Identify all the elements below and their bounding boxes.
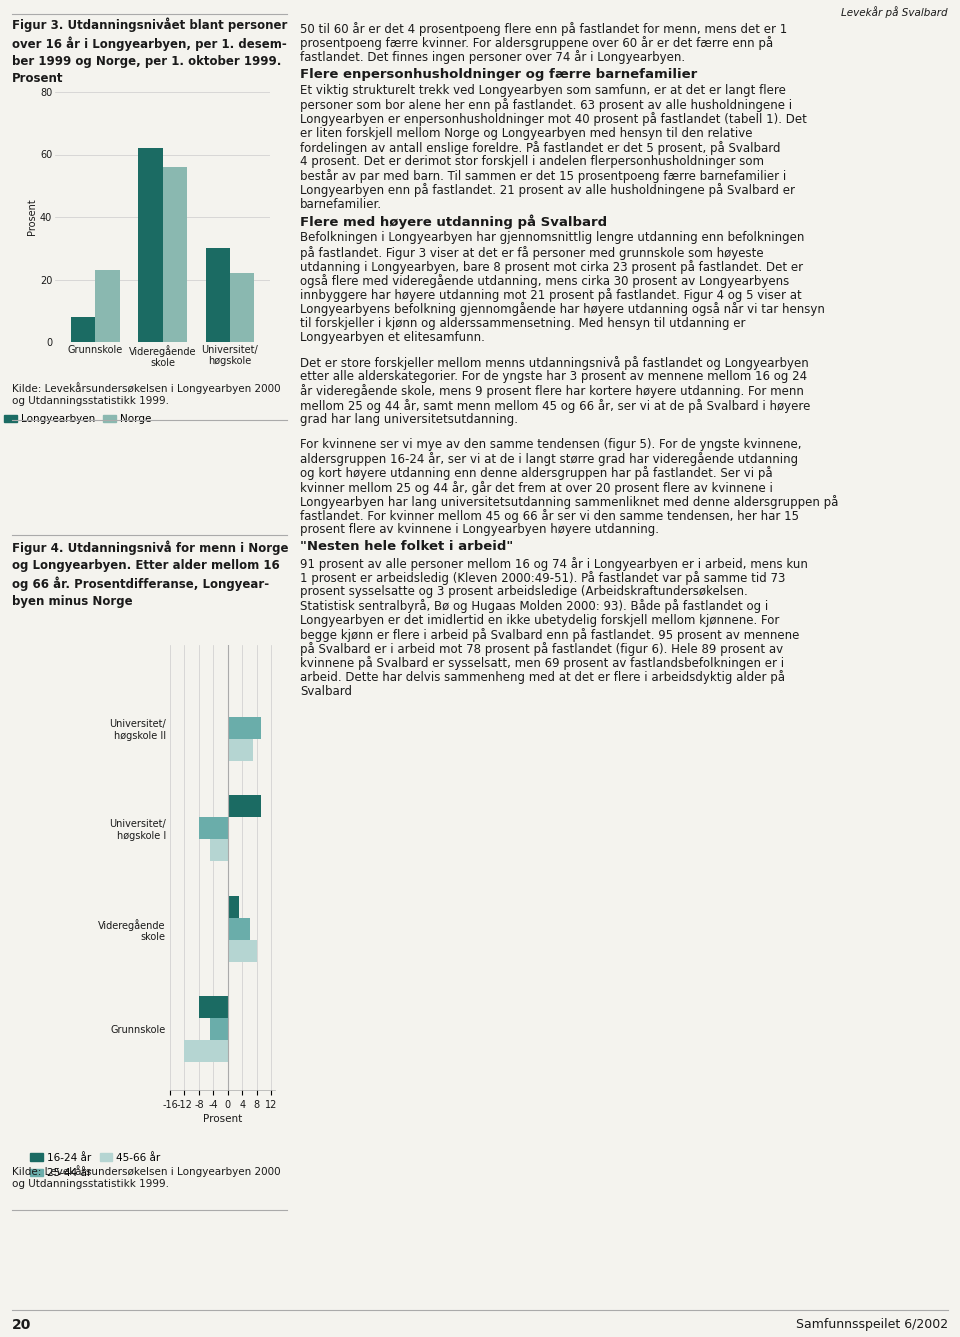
Text: "Nesten hele folket i arbeid": "Nesten hele folket i arbeid" bbox=[300, 540, 514, 554]
Text: Det er store forskjeller mellom menns utdanningsnivå på fastlandet og Longyearby: Det er store forskjeller mellom menns ut… bbox=[300, 356, 808, 370]
Text: Kilde: Levekårsundersøkelsen i Longyearbyen 2000
og Utdanningsstatistikk 1999.: Kilde: Levekårsundersøkelsen i Longyearb… bbox=[12, 1165, 280, 1190]
Text: grad har lang universitetsutdanning.: grad har lang universitetsutdanning. bbox=[300, 413, 518, 425]
Text: er liten forskjell mellom Norge og Longyearbyen med hensyn til den relative: er liten forskjell mellom Norge og Longy… bbox=[300, 127, 753, 139]
Text: består av par med barn. Til sammen er det 15 prosentpoeng færre barnefamilier i: består av par med barn. Til sammen er de… bbox=[300, 170, 786, 183]
Text: 91 prosent av alle personer mellom 16 og 74 år i Longyearbyen er i arbeid, mens : 91 prosent av alle personer mellom 16 og… bbox=[300, 558, 808, 571]
Text: Svalbard: Svalbard bbox=[300, 685, 352, 698]
Text: barnefamilier.: barnefamilier. bbox=[300, 198, 382, 211]
Bar bbox=[210, 840, 228, 861]
Text: 50 til 60 år er det 4 prosentpoeng flere enn på fastlandet for menn, mens det er: 50 til 60 år er det 4 prosentpoeng flere… bbox=[300, 21, 787, 36]
Bar bbox=[199, 817, 228, 840]
Text: arbeid. Dette har delvis sammenheng med at det er flere i arbeidsdyktig alder på: arbeid. Dette har delvis sammenheng med … bbox=[300, 670, 785, 685]
Text: Longyearbyens befolkning gjennomgående har høyere utdanning også når vi tar hens: Longyearbyens befolkning gjennomgående h… bbox=[300, 302, 825, 317]
Text: fastlandet. For kvinner mellom 45 og 66 år ser vi den samme tendensen, her har 1: fastlandet. For kvinner mellom 45 og 66 … bbox=[300, 509, 799, 523]
Text: prosent sysselsatte og 3 prosent arbeidsledige (Arbeidskraftundersøkelsen.: prosent sysselsatte og 3 prosent arbeids… bbox=[300, 586, 748, 598]
Text: For kvinnene ser vi mye av den samme tendensen (figur 5). For de yngste kvinnene: For kvinnene ser vi mye av den samme ten… bbox=[300, 439, 802, 451]
Text: kvinner mellom 25 og 44 år, går det frem at over 20 prosent flere av kvinnene i: kvinner mellom 25 og 44 år, går det frem… bbox=[300, 480, 773, 495]
Text: utdanning i Longyearbyen, bare 8 prosent mot cirka 23 prosent på fastlandet. Det: utdanning i Longyearbyen, bare 8 prosent… bbox=[300, 259, 804, 274]
Bar bbox=[228, 717, 260, 739]
Bar bbox=[138, 148, 162, 342]
Text: til forskjeller i kjønn og alderssammensetning. Med hensyn til utdanning er: til forskjeller i kjønn og alderssammens… bbox=[300, 317, 746, 330]
Text: fastlandet. Det finnes ingen personer over 74 år i Longyearbyen.: fastlandet. Det finnes ingen personer ov… bbox=[300, 51, 685, 64]
Bar bbox=[228, 940, 257, 961]
Text: Longyearbyen et elitesamfunn.: Longyearbyen et elitesamfunn. bbox=[300, 330, 485, 344]
Bar bbox=[229, 273, 253, 342]
Text: 4 prosent. Det er derimot stor forskjell i andelen flerpersonhusholdninger som: 4 prosent. Det er derimot stor forskjell… bbox=[300, 155, 764, 168]
Text: Longyearbyen enn på fastlandet. 21 prosent av alle husholdningene på Svalbard er: Longyearbyen enn på fastlandet. 21 prose… bbox=[300, 183, 795, 198]
Text: innbyggere har høyere utdanning mot 21 prosent på fastlandet. Figur 4 og 5 viser: innbyggere har høyere utdanning mot 21 p… bbox=[300, 289, 802, 302]
Text: begge kjønn er flere i arbeid på Svalbard enn på fastlandet. 95 prosent av menne: begge kjønn er flere i arbeid på Svalbar… bbox=[300, 628, 800, 642]
Text: Flere enpersonhusholdninger og færre barnefamilier: Flere enpersonhusholdninger og færre bar… bbox=[300, 68, 697, 80]
Text: Et viktig strukturelt trekk ved Longyearbyen som samfunn, er at det er langt fle: Et viktig strukturelt trekk ved Longyear… bbox=[300, 84, 786, 98]
Text: Figur 4. Utdanningsnivå for menn i Norge
og Longyearbyen. Etter alder mellom 16
: Figur 4. Utdanningsnivå for menn i Norge… bbox=[12, 540, 289, 608]
Text: Statistisk sentralbyrå, Bø og Hugaas Molden 2000: 93). Både på fastlandet og i: Statistisk sentralbyrå, Bø og Hugaas Mol… bbox=[300, 599, 768, 614]
Text: Longyearbyen er det imidlertid en ikke ubetydelig forskjell mellom kjønnene. For: Longyearbyen er det imidlertid en ikke u… bbox=[300, 614, 780, 627]
Text: Samfunnsspeilet 6/2002: Samfunnsspeilet 6/2002 bbox=[796, 1318, 948, 1332]
Text: år videregående skole, mens 9 prosent flere har kortere høyere utdanning. For me: år videregående skole, mens 9 prosent fl… bbox=[300, 385, 804, 398]
Bar bbox=[210, 1017, 228, 1040]
Text: Figur 3. Utdanningsnivået blant personer
over 16 år i Longyearbyen, per 1. desem: Figur 3. Utdanningsnivået blant personer… bbox=[12, 17, 287, 84]
Y-axis label: Prosent: Prosent bbox=[27, 199, 37, 235]
Bar bbox=[228, 695, 229, 717]
Text: personer som bor alene her enn på fastlandet. 63 prosent av alle husholdningene : personer som bor alene her enn på fastla… bbox=[300, 99, 792, 112]
Text: 1 prosent er arbeidsledig (Kleven 2000:49-51). På fastlandet var på samme tid 73: 1 prosent er arbeidsledig (Kleven 2000:4… bbox=[300, 571, 785, 586]
Text: Befolkningen i Longyearbyen har gjennomsnittlig lengre utdanning enn befolkninge: Befolkningen i Longyearbyen har gjennoms… bbox=[300, 231, 804, 245]
Legend: Longyearbyen, Norge: Longyearbyen, Norge bbox=[0, 409, 156, 428]
Text: aldersgruppen 16-24 år, ser vi at de i langt større grad har videregående utdann: aldersgruppen 16-24 år, ser vi at de i l… bbox=[300, 452, 798, 467]
Text: og kort høyere utdanning enn denne aldersgruppen har på fastlandet. Ser vi på: og kort høyere utdanning enn denne alder… bbox=[300, 467, 773, 480]
Text: Longyearbyen har lang universitetsutdanning sammenliknet med denne aldersgruppen: Longyearbyen har lang universitetsutdann… bbox=[300, 495, 838, 509]
Bar bbox=[184, 1040, 228, 1062]
Text: kvinnene på Svalbard er sysselsatt, men 69 prosent av fastlandsbefolkningen er i: kvinnene på Svalbard er sysselsatt, men … bbox=[300, 656, 784, 670]
Bar bbox=[95, 270, 119, 342]
Text: prosentpoeng færre kvinner. For aldersgruppene over 60 år er det færre enn på: prosentpoeng færre kvinner. For aldersgr… bbox=[300, 36, 773, 51]
Bar bbox=[162, 167, 186, 342]
Bar bbox=[228, 796, 260, 817]
Text: Kilde: Levekårsundersøkelsen i Longyearbyen 2000
og Utdanningsstatistikk 1999.: Kilde: Levekårsundersøkelsen i Longyearb… bbox=[12, 382, 280, 406]
Bar bbox=[228, 739, 253, 761]
Bar bbox=[228, 917, 250, 940]
Bar bbox=[199, 996, 228, 1017]
Text: Flere med høyere utdanning på Svalbard: Flere med høyere utdanning på Svalbard bbox=[300, 215, 607, 230]
Legend: 16-24 år, 25-44 år, 45-66 år: 16-24 år, 25-44 år, 45-66 år bbox=[26, 1148, 164, 1182]
Bar bbox=[228, 896, 239, 917]
Text: etter alle alderskategorier. For de yngste har 3 prosent av mennene mellom 16 og: etter alle alderskategorier. For de yngs… bbox=[300, 370, 807, 384]
Text: også flere med videregående utdanning, mens cirka 30 prosent av Longyearbyens: også flere med videregående utdanning, m… bbox=[300, 274, 789, 287]
Text: mellom 25 og 44 år, samt menn mellom 45 og 66 år, ser vi at de på Svalbard i høy: mellom 25 og 44 år, samt menn mellom 45 … bbox=[300, 398, 810, 413]
Bar bbox=[205, 249, 229, 342]
X-axis label: Prosent: Prosent bbox=[203, 1114, 242, 1124]
Text: på Svalbard er i arbeid mot 78 prosent på fastlandet (figur 6). Hele 89 prosent : på Svalbard er i arbeid mot 78 prosent p… bbox=[300, 642, 783, 656]
Text: på fastlandet. Figur 3 viser at det er få personer med grunnskole som høyeste: på fastlandet. Figur 3 viser at det er f… bbox=[300, 246, 763, 259]
Bar bbox=[71, 317, 95, 342]
Text: fordelingen av antall enslige foreldre. På fastlandet er det 5 prosent, på Svalb: fordelingen av antall enslige foreldre. … bbox=[300, 140, 780, 155]
Text: prosent flere av kvinnene i Longyearbyen høyere utdanning.: prosent flere av kvinnene i Longyearbyen… bbox=[300, 523, 659, 536]
Text: Levekår på Svalbard: Levekår på Svalbard bbox=[841, 5, 948, 17]
Text: 20: 20 bbox=[12, 1318, 32, 1332]
Text: Longyearbyen er enpersonhusholdninger mot 40 prosent på fastlandet (tabell 1). D: Longyearbyen er enpersonhusholdninger mo… bbox=[300, 112, 806, 127]
